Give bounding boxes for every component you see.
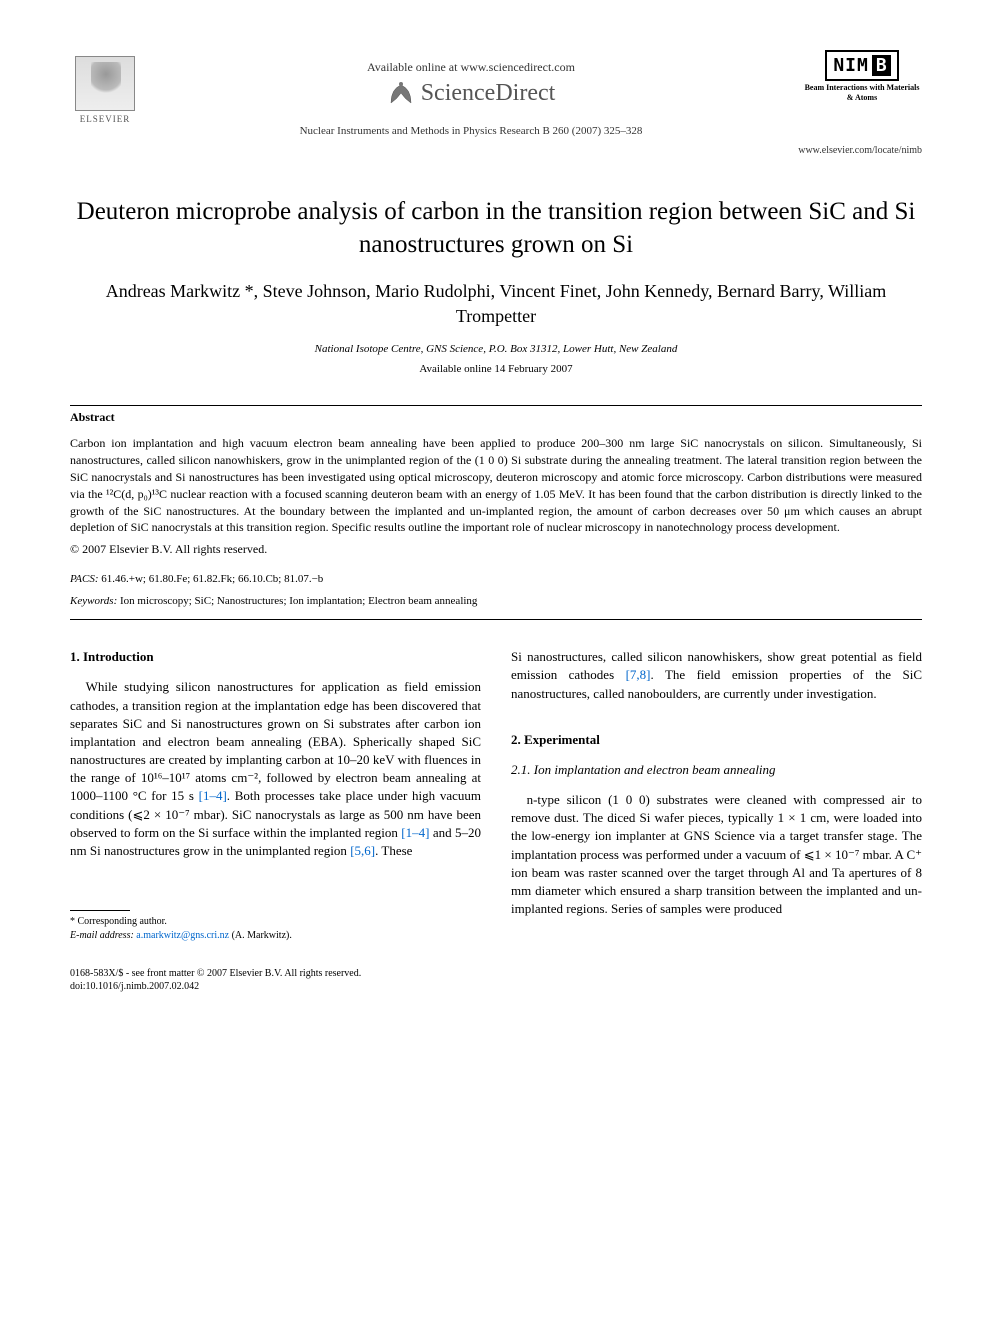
footer-line-2: doi:10.1016/j.nimb.2007.02.042 — [70, 980, 922, 993]
abstract-heading: Abstract — [70, 410, 922, 425]
available-online-text: Available online at www.sciencedirect.co… — [140, 60, 802, 75]
section-divider — [70, 619, 922, 620]
available-date: Available online 14 February 2007 — [70, 363, 922, 375]
pacs-value: 61.46.+w; 61.80.Fe; 61.82.Fk; 66.10.Cb; … — [99, 573, 324, 585]
email-name: (A. Markwitz). — [229, 930, 292, 941]
sciencedirect-brand: ScienceDirect — [140, 79, 802, 107]
center-header: Available online at www.sciencedirect.co… — [140, 50, 802, 137]
keywords-line: Keywords: Ion microscopy; SiC; Nanostruc… — [70, 595, 922, 607]
nimb-tagline: Beam Interactions with Materials & Atoms — [802, 83, 922, 102]
corresponding-label: * Corresponding author. — [70, 915, 481, 929]
nimb-letters: NIM — [833, 55, 869, 76]
keywords-value: Ion microscopy; SiC; Nanostructures; Ion… — [117, 595, 477, 607]
authors-list: Andreas Markwitz *, Steve Johnson, Mario… — [70, 279, 922, 329]
email-link[interactable]: a.markwitz@gns.cri.nz — [136, 930, 229, 941]
intro-paragraph-2: Si nanostructures, called silicon nanowh… — [511, 648, 922, 703]
divider — [70, 405, 922, 406]
ref-link-3[interactable]: [5,6] — [350, 843, 375, 858]
affiliation: National Isotope Centre, GNS Science, P.… — [70, 343, 922, 355]
section-2-heading: 2. Experimental — [511, 731, 922, 749]
experimental-paragraph-1: n-type silicon (1 0 0) substrates were c… — [511, 791, 922, 918]
left-column: 1. Introduction While studying silicon n… — [70, 648, 481, 943]
header-row: ELSEVIER Available online at www.science… — [70, 50, 922, 137]
nimb-logo: NIM B — [825, 50, 898, 81]
subsection-2-1-heading: 2.1. Ion implantation and electron beam … — [511, 761, 922, 779]
footer-line-1: 0168-583X/$ - see front matter © 2007 El… — [70, 967, 922, 980]
footnote-rule — [70, 910, 130, 911]
article-title: Deuteron microprobe analysis of carbon i… — [70, 196, 922, 261]
elsevier-tree-icon — [75, 56, 135, 111]
email-line: E-mail address: a.markwitz@gns.cri.nz (A… — [70, 929, 481, 943]
section-1-heading: 1. Introduction — [70, 648, 481, 666]
page-footer: 0168-583X/$ - see front matter © 2007 El… — [70, 967, 922, 993]
nimb-b-letter: B — [872, 55, 891, 76]
abstract-copyright: © 2007 Elsevier B.V. All rights reserved… — [70, 542, 922, 557]
right-column: Si nanostructures, called silicon nanowh… — [511, 648, 922, 943]
sciencedirect-icon — [387, 79, 415, 107]
body-columns: 1. Introduction While studying silicon n… — [70, 648, 922, 943]
keywords-label: Keywords: — [70, 595, 117, 607]
intro-paragraph-1: While studying silicon nanostructures fo… — [70, 678, 481, 860]
elsevier-logo: ELSEVIER — [70, 50, 140, 130]
ref-link-1[interactable]: [1–4] — [199, 788, 227, 803]
abstract-text: Carbon ion implantation and high vacuum … — [70, 435, 922, 536]
ref-link-4[interactable]: [7,8] — [626, 667, 651, 682]
corresponding-author-footnote: * Corresponding author. E-mail address: … — [70, 915, 481, 943]
journal-logo-box: NIM B Beam Interactions with Materials &… — [802, 50, 922, 102]
elsevier-label: ELSEVIER — [80, 114, 131, 124]
pacs-label: PACS: — [70, 573, 99, 585]
sciencedirect-text: ScienceDirect — [421, 80, 556, 107]
locate-url: www.elsevier.com/locate/nimb — [70, 145, 922, 156]
journal-reference: Nuclear Instruments and Methods in Physi… — [140, 125, 802, 137]
email-label: E-mail address: — [70, 930, 134, 941]
pacs-line: PACS: 61.46.+w; 61.80.Fe; 61.82.Fk; 66.1… — [70, 573, 922, 585]
ref-link-2[interactable]: [1–4] — [401, 825, 429, 840]
